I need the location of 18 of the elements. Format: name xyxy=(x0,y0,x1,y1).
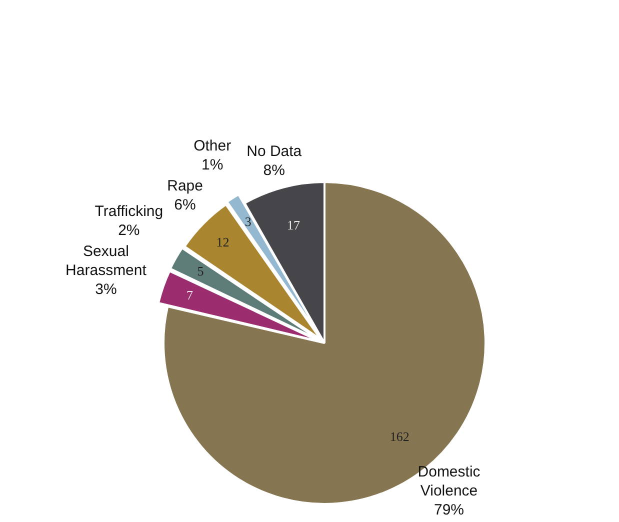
data-label: 12 xyxy=(216,234,230,250)
slice-label: Trafficking xyxy=(94,202,164,220)
data-label: 7 xyxy=(186,287,194,302)
text: 1% xyxy=(201,156,224,174)
text: 6% xyxy=(174,196,196,214)
data-label: 162 xyxy=(390,428,410,444)
data-label: 17 xyxy=(287,218,301,233)
text: 8% xyxy=(263,162,285,179)
slice-label: Rape xyxy=(167,177,203,194)
slice-label: No Data xyxy=(246,142,302,160)
slice-label: Other xyxy=(194,137,232,154)
slice-label: Sexual Harassment xyxy=(66,242,148,279)
data-label: 3 xyxy=(244,214,252,229)
data-label: 5 xyxy=(197,264,204,279)
text: 2% xyxy=(118,222,140,239)
slice-label: Domestic Violence xyxy=(418,464,481,500)
text: 79% xyxy=(434,502,464,519)
text: 3% xyxy=(95,280,117,298)
